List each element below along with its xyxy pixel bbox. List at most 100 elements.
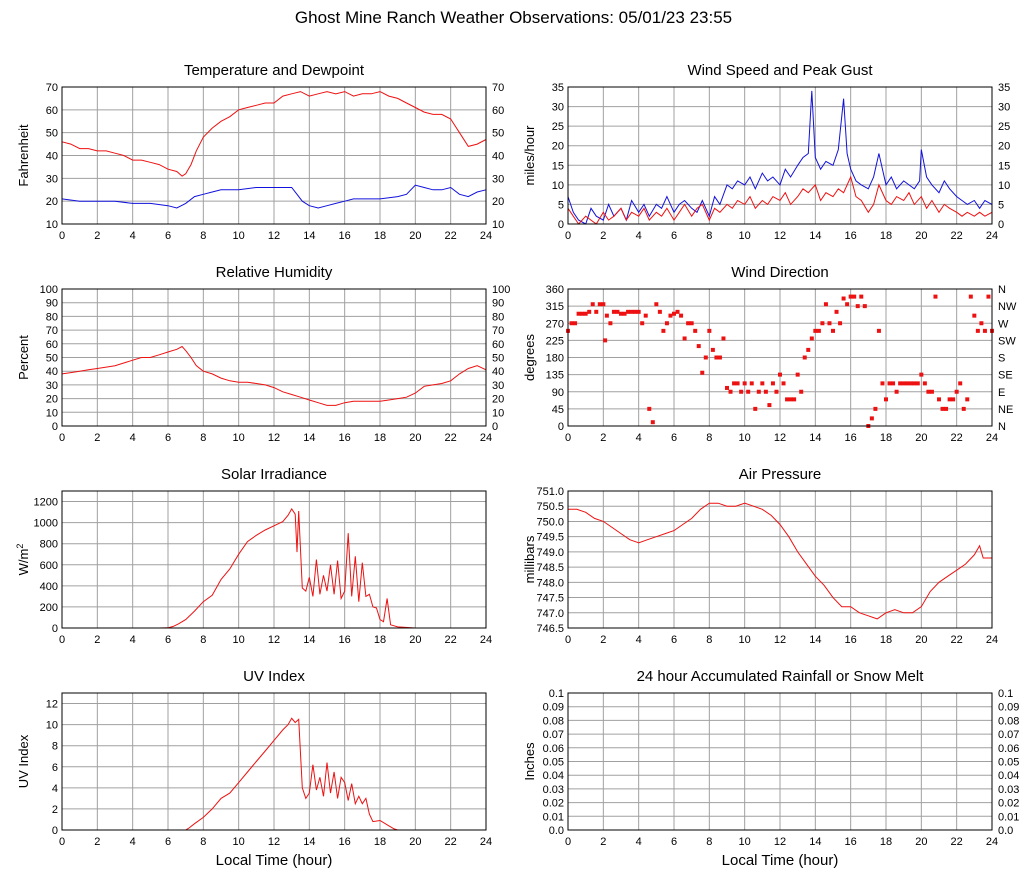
y-tick-label: 90 (46, 298, 58, 310)
x-tick-label: 0 (565, 836, 571, 848)
x-tick-label: 18 (374, 432, 386, 444)
x-tick-label: 14 (303, 432, 315, 444)
data-point (961, 406, 966, 411)
y-tick-label: 746.5 (536, 623, 564, 635)
data-point (629, 309, 634, 314)
y-tick-label: 0 (558, 421, 564, 433)
y-right-tick-label: 10 (492, 219, 504, 231)
x-tick-label: 14 (303, 230, 315, 242)
y-tick-label: 70 (46, 82, 58, 94)
data-point (834, 309, 839, 314)
y-right-tick-label: 100 (492, 284, 510, 296)
data-point (781, 381, 786, 386)
x-tick-label: 12 (268, 432, 280, 444)
y-tick-label: 60 (46, 339, 58, 351)
y-axis-label: Fahrenheit (16, 124, 31, 187)
data-point (654, 302, 659, 307)
x-tick-label: 24 (480, 836, 492, 848)
chart-title: Temperature and Dewpoint (184, 62, 365, 79)
y-right-tick-label: 40 (492, 366, 504, 378)
y-right-tick-label: 0.1 (998, 688, 1013, 700)
x-tick-label: 18 (880, 836, 892, 848)
y-tick-label: 4 (52, 783, 58, 795)
y-tick-label: 2 (52, 804, 58, 816)
data-point (725, 385, 729, 390)
x-tick-label: 10 (739, 836, 751, 848)
y-tick-label: 12 (46, 699, 58, 711)
x-tick-label: 2 (600, 836, 606, 848)
x-tick-label: 10 (739, 634, 751, 646)
y-tick-label: 270 (546, 318, 564, 330)
y-tick-label: 15 (552, 160, 564, 172)
data-point (672, 311, 676, 316)
series-line-blue (567, 90, 993, 225)
x-tick-label: 18 (374, 230, 386, 242)
y-axis-label: millibars (522, 535, 537, 583)
x-tick-label: 4 (130, 634, 136, 646)
y-right-tick-label: 25 (998, 121, 1010, 133)
y-right-tick-label: 0.03 (998, 784, 1019, 796)
data-point (869, 416, 874, 421)
data-point (958, 381, 963, 386)
y-tick-label: 747.0 (536, 608, 564, 620)
y-right-tick-label: NE (998, 404, 1013, 416)
x-tick-label: 10 (233, 836, 245, 848)
data-point (573, 321, 578, 326)
y-axis-label: W/m2 (15, 544, 31, 576)
data-point (915, 381, 920, 386)
data-point (975, 328, 980, 333)
data-point (749, 381, 754, 386)
data-point (739, 389, 744, 394)
data-point (947, 397, 952, 402)
y-tick-label: 1200 (34, 497, 58, 509)
x-tick-label: 2 (600, 634, 606, 646)
data-point (986, 294, 991, 299)
y-tick-label: 748.0 (536, 577, 564, 589)
x-tick-label: 20 (915, 634, 927, 646)
x-tick-label: 2 (600, 432, 606, 444)
x-tick-label: 20 (409, 432, 421, 444)
data-point (770, 381, 775, 386)
x-tick-label: 18 (880, 634, 892, 646)
data-point (604, 313, 609, 318)
data-point (972, 313, 977, 318)
data-point (894, 389, 899, 394)
data-point (848, 294, 853, 299)
x-tick-label: 8 (200, 230, 206, 242)
data-point (905, 381, 910, 386)
y-tick-label: 30 (552, 102, 564, 114)
x-tick-label: 20 (409, 634, 421, 646)
data-point (876, 328, 881, 333)
data-point (802, 355, 807, 360)
data-point (686, 321, 691, 326)
x-tick-label: 22 (445, 634, 457, 646)
y-tick-label: 0.07 (543, 729, 564, 741)
y-tick-label: 748.5 (536, 562, 564, 574)
x-tick-label: 12 (774, 836, 786, 848)
data-point (862, 304, 867, 309)
y-tick-label: 6 (52, 762, 58, 774)
y-right-tick-label: 50 (492, 128, 504, 140)
data-point (951, 397, 956, 402)
data-point (675, 309, 680, 314)
x-tick-label: 22 (445, 230, 457, 242)
x-tick-label: 6 (671, 432, 677, 444)
data-point (611, 309, 616, 314)
data-point (597, 302, 602, 307)
plot-frame (61, 288, 487, 427)
x-tick-label: 2 (94, 230, 100, 242)
x-tick-label: 8 (706, 432, 712, 444)
y-right-tick-label: 50 (492, 353, 504, 365)
y-tick-label: 0 (52, 421, 58, 433)
data-point (732, 381, 737, 386)
x-tick-label: 10 (233, 432, 245, 444)
data-point (767, 403, 772, 408)
chart-title: Wind Direction (731, 264, 829, 281)
data-point (922, 381, 927, 386)
data-point (813, 328, 818, 333)
